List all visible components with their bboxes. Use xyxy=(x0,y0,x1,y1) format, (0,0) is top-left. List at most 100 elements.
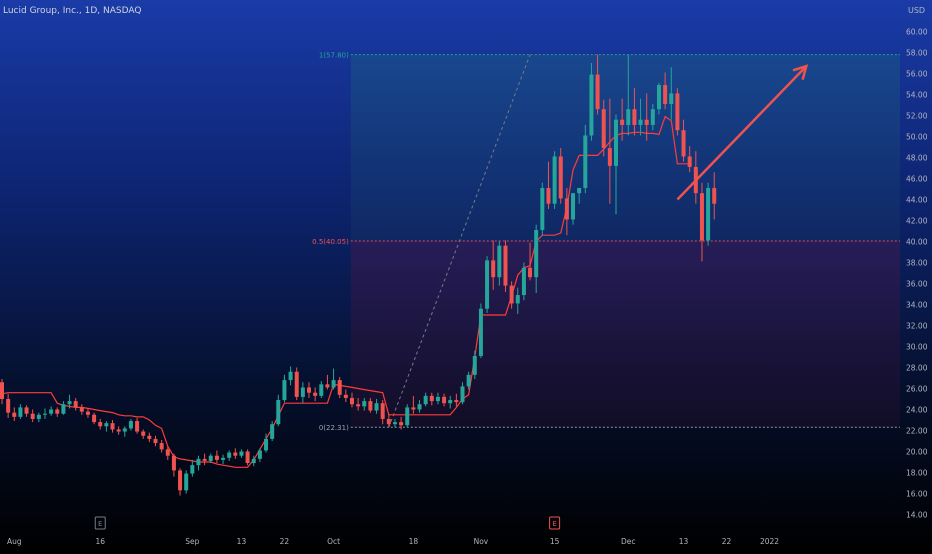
candle-body xyxy=(540,187,545,230)
candle-body xyxy=(380,403,385,419)
candle-body xyxy=(571,193,576,220)
candle-body xyxy=(699,193,704,241)
x-tick-label: 15 xyxy=(550,537,560,546)
candle-body xyxy=(491,260,496,278)
forecast-arrow-line xyxy=(676,65,808,201)
candle-body xyxy=(135,421,140,432)
candle-body xyxy=(36,414,41,419)
candle-body xyxy=(706,187,711,241)
y-tick-label: 34.00 xyxy=(906,301,928,310)
earnings-marker-label: E xyxy=(98,520,102,528)
candle-body xyxy=(374,403,379,411)
candle-body xyxy=(656,85,661,110)
candle-body xyxy=(577,187,582,194)
candle-body xyxy=(349,397,354,405)
candle-body xyxy=(411,407,416,410)
y-tick-label: 14.00 xyxy=(906,511,928,520)
candle-body xyxy=(442,396,447,404)
candle-body xyxy=(245,451,250,464)
candle-body xyxy=(620,119,625,125)
earnings-marker xyxy=(549,516,561,530)
candle-body xyxy=(423,395,428,405)
candle-body xyxy=(337,380,342,395)
candle-body xyxy=(0,382,4,399)
candle-body xyxy=(669,93,674,104)
candle-body xyxy=(300,387,305,397)
y-tick-label: 44.00 xyxy=(906,196,928,205)
candle-body xyxy=(221,457,226,460)
y-tick-label: 28.00 xyxy=(906,364,928,373)
candle-body xyxy=(614,119,618,166)
candle-body xyxy=(497,245,502,278)
candle-body xyxy=(515,295,520,304)
candle-body xyxy=(466,374,471,387)
candle-body xyxy=(251,458,256,464)
candle-body xyxy=(435,396,440,402)
y-tick-label: 52.00 xyxy=(906,112,928,121)
earnings-marker-label: E xyxy=(552,520,556,528)
trailing-stop-line xyxy=(1,115,690,468)
candle-body xyxy=(589,74,594,136)
candle-body xyxy=(638,119,643,125)
candle-body xyxy=(607,148,612,166)
y-tick-label: 46.00 xyxy=(906,175,928,184)
candle-body xyxy=(208,455,213,461)
candle-body xyxy=(503,245,508,286)
candle-body xyxy=(663,85,668,104)
candle-body xyxy=(454,400,459,403)
y-tick-label: 42.00 xyxy=(906,217,928,226)
candle-body xyxy=(122,428,127,432)
candle-body xyxy=(632,109,637,125)
candle-body xyxy=(6,399,11,413)
symbol-title: Lucid Group, Inc., 1D, NASDAQ xyxy=(3,6,141,16)
y-tick-label: 38.00 xyxy=(906,259,928,268)
candle-body xyxy=(325,384,330,388)
candle-body xyxy=(650,109,655,125)
candle-body xyxy=(294,371,299,397)
x-tick-label: Sep xyxy=(185,537,199,546)
fib-level-label: 1(57.80) xyxy=(319,52,349,60)
candle-body xyxy=(18,407,23,417)
candle-body xyxy=(141,431,146,436)
candle-body xyxy=(184,473,189,491)
candle-body xyxy=(399,422,404,426)
candle-body xyxy=(257,450,262,459)
y-tick-label: 18.00 xyxy=(906,469,928,478)
y-tick-label: 16.00 xyxy=(906,490,928,499)
candle-body xyxy=(405,407,410,426)
earnings-marker xyxy=(94,516,106,530)
currency-label: USD xyxy=(908,6,925,15)
y-tick-label: 36.00 xyxy=(906,280,928,289)
candle-body xyxy=(546,187,551,204)
candle-body xyxy=(558,156,563,199)
candle-body xyxy=(116,429,121,432)
candle-body xyxy=(85,411,90,415)
candle-body xyxy=(313,392,318,396)
x-tick-label: 2022 xyxy=(760,537,779,546)
candle-body xyxy=(12,412,17,417)
candle-body xyxy=(92,414,97,423)
candle-body xyxy=(319,384,324,396)
candle-body xyxy=(165,449,170,456)
candle-body xyxy=(196,458,201,466)
candle-body xyxy=(356,404,361,407)
y-tick-label: 20.00 xyxy=(906,448,928,457)
candle-body xyxy=(626,109,631,125)
x-tick-label: 13 xyxy=(237,537,247,546)
candle-body xyxy=(448,400,453,404)
candle-body xyxy=(552,156,557,204)
candle-body xyxy=(288,371,293,381)
x-tick-label: 13 xyxy=(679,537,689,546)
y-tick-label: 58.00 xyxy=(906,49,928,58)
fib-level-label: 0(22.31) xyxy=(319,424,349,432)
y-tick-label: 50.00 xyxy=(906,133,928,142)
candle-body xyxy=(147,435,152,439)
y-tick-label: 22.00 xyxy=(906,427,928,436)
y-tick-label: 40.00 xyxy=(906,238,928,247)
candle-body xyxy=(362,401,367,407)
x-tick-label: 22 xyxy=(280,537,290,546)
candle-body xyxy=(276,400,281,425)
candle-body xyxy=(386,418,391,425)
